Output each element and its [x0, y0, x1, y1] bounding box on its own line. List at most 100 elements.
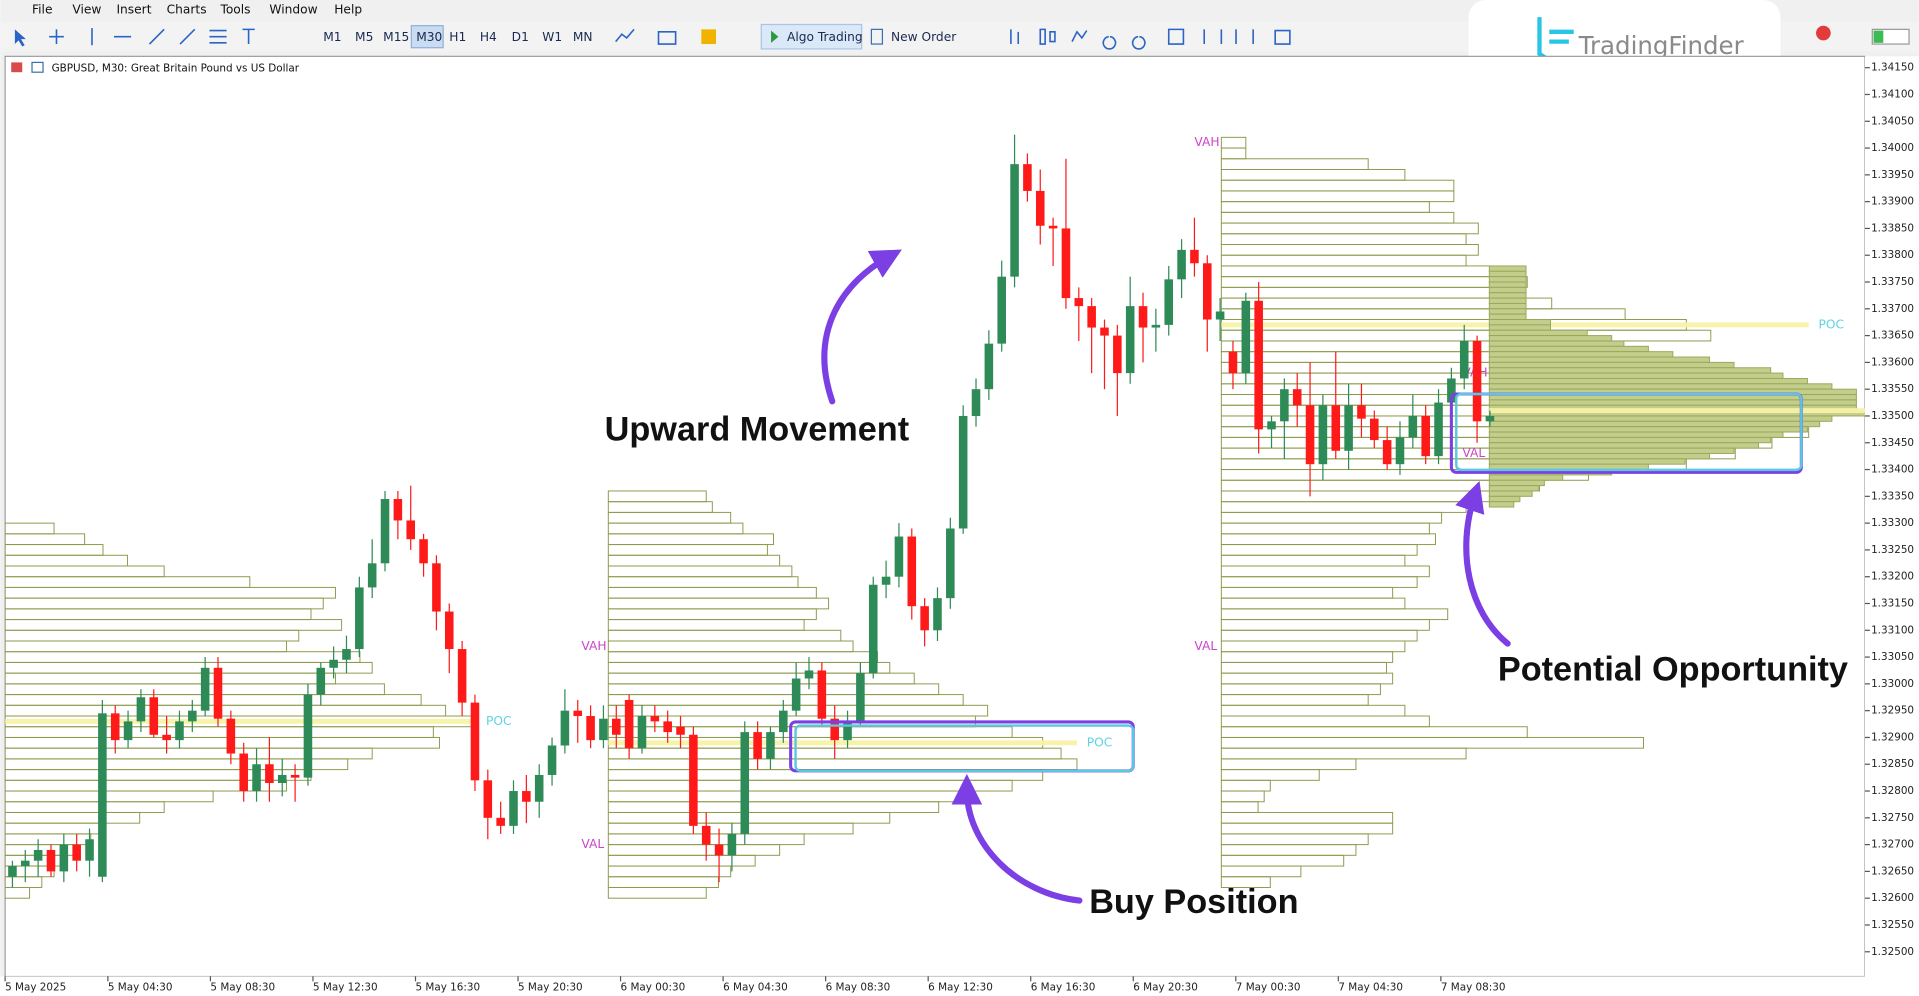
menu-item[interactable]: Insert — [116, 2, 151, 16]
candle-body — [740, 732, 750, 834]
profile-bar — [1488, 265, 1527, 272]
candle-body — [817, 670, 827, 719]
chart-icon — [11, 62, 23, 73]
profile-bar — [1488, 345, 1649, 353]
profile-bar — [1488, 276, 1527, 283]
profile-bar — [1488, 313, 1527, 321]
candle-body — [239, 753, 248, 792]
cursor-icon[interactable] — [14, 29, 26, 47]
candle-body — [1074, 298, 1084, 307]
menu-item[interactable]: Charts — [167, 2, 207, 16]
y-tick-label: 1.33450 — [1871, 437, 1914, 449]
candle-body — [1331, 405, 1341, 451]
chart-title: GBPUSD, M30: Great Britain Pound vs US D… — [52, 63, 300, 75]
menu-item[interactable]: Tools — [219, 2, 250, 16]
candle-body — [1421, 415, 1430, 457]
script-icon[interactable] — [701, 29, 717, 45]
y-tick-label: 1.33700 — [1871, 303, 1914, 315]
candle-body — [1434, 402, 1443, 457]
candle-body — [933, 598, 942, 631]
candle-body — [1048, 225, 1058, 229]
profile-bar — [1488, 426, 1808, 433]
timeframe-button[interactable]: W1 — [542, 30, 562, 44]
candle-body — [123, 721, 133, 741]
timeframe-button[interactable]: M15 — [383, 30, 409, 44]
timeframe-button[interactable]: D1 — [512, 30, 529, 44]
candle-body — [714, 844, 724, 856]
y-tick-label: 1.34100 — [1871, 88, 1914, 100]
candles — [8, 134, 1495, 888]
y-tick-label: 1.33600 — [1871, 356, 1914, 368]
y-tick-label: 1.32750 — [1871, 812, 1914, 824]
profile-bar — [1488, 281, 1527, 288]
y-tick-label: 1.34150 — [1871, 62, 1914, 74]
candle-body — [1190, 249, 1199, 264]
candle-body — [701, 825, 711, 845]
opportunity-box-inner — [1455, 392, 1803, 472]
timeframe-button[interactable]: M30 — [416, 30, 442, 44]
chart-tools[interactable] — [615, 28, 1291, 50]
y-tick-label: 1.33300 — [1871, 517, 1914, 529]
candle-body — [1241, 300, 1251, 374]
x-tick-label: 6 May 16:30 — [1031, 981, 1096, 993]
candle-body — [1087, 306, 1096, 328]
profile-label: POC — [486, 714, 512, 728]
menu-item[interactable]: File — [32, 2, 52, 16]
up-arrow — [821, 249, 902, 405]
profile-bar — [1488, 270, 1527, 278]
menu-item[interactable]: Help — [334, 2, 362, 16]
profile-bar — [1488, 452, 1711, 460]
menu-item[interactable]: Window — [269, 2, 317, 16]
profile-bar — [1488, 351, 1674, 358]
profile-bar — [1488, 474, 1564, 481]
candle-body — [881, 576, 891, 585]
x-tick-label: 5 May 12:30 — [313, 981, 378, 993]
menu-item[interactable]: View — [72, 2, 101, 16]
timeframe-button[interactable]: MN — [573, 30, 593, 44]
timeframe-button[interactable]: H4 — [480, 30, 497, 44]
profile-bar — [1488, 436, 1772, 444]
profile-bar — [1488, 367, 1772, 374]
candle-body — [277, 774, 287, 783]
y-tick-label: 1.33750 — [1871, 276, 1914, 288]
timeframe-selected — [410, 25, 444, 49]
candle-body — [650, 716, 660, 722]
profile-label: POC — [1818, 317, 1844, 331]
x-tick-label: 6 May 12:30 — [928, 981, 993, 993]
profile-bar — [1488, 479, 1545, 487]
candle-body — [1138, 306, 1148, 328]
candle-body — [1125, 306, 1135, 374]
candle-body — [1023, 164, 1032, 191]
timeframe-button[interactable]: M1 — [323, 30, 341, 44]
candle-body — [1164, 279, 1174, 325]
candle-body — [804, 670, 814, 679]
candle-body — [830, 718, 839, 741]
poc-line — [1489, 408, 1865, 414]
candle-body — [1318, 405, 1328, 465]
draw-tools[interactable] — [49, 28, 255, 46]
profile-bar — [1488, 361, 1735, 369]
candle-body — [1177, 249, 1186, 280]
annotation-buy: Buy Position — [1089, 883, 1298, 921]
profile-bar — [1488, 383, 1833, 390]
x-tick-label: 5 May 16:30 — [415, 981, 480, 993]
timeframe-button[interactable]: M5 — [355, 30, 373, 44]
profile-bar — [1488, 324, 1551, 331]
logo-text: TradingFinder — [1578, 31, 1745, 60]
profile-bar — [1488, 501, 1515, 508]
x-tick-label: 6 May 08:30 — [826, 981, 891, 993]
candle-body — [290, 774, 300, 778]
candle-body — [1113, 335, 1122, 374]
candle-body — [175, 721, 184, 741]
y-tick-label: 1.33850 — [1871, 222, 1914, 234]
profile-bar — [1488, 308, 1527, 315]
new-order-button[interactable]: New Order — [891, 30, 957, 44]
candle-body — [1202, 263, 1212, 320]
candle-body — [1254, 300, 1263, 430]
y-tick-label: 1.33650 — [1871, 330, 1914, 342]
profile-bar — [1488, 356, 1711, 363]
order-icon — [870, 28, 884, 45]
algo-button[interactable]: Algo Trading — [787, 30, 863, 44]
candle-body — [1344, 405, 1353, 451]
timeframe-button[interactable]: H1 — [449, 30, 466, 44]
